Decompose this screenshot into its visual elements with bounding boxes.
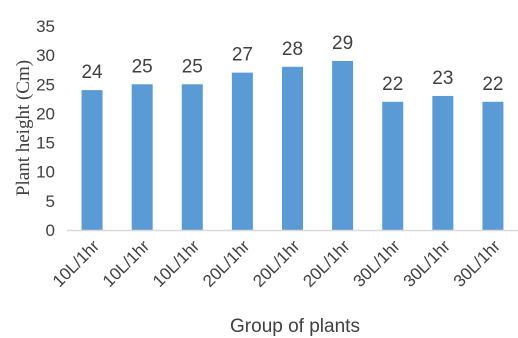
x-tick-label: 20L/1hr (199, 236, 253, 290)
y-tick-label: 5 (46, 192, 55, 211)
bar (282, 66, 303, 230)
bar-data-label: 27 (232, 45, 253, 66)
x-tick-label: 10L/1hr (149, 236, 203, 290)
y-tick-label: 15 (36, 134, 55, 153)
bar (432, 95, 454, 230)
x-tick-label: 20L/1hr (299, 236, 353, 290)
bar (181, 84, 203, 231)
bar-data-label: 25 (132, 56, 153, 77)
bar-data-label: 22 (382, 74, 403, 95)
y-tick-label: 20 (36, 104, 55, 123)
y-tick-label: 25 (36, 75, 55, 94)
x-tick-label: 20L/1hr (249, 236, 303, 290)
bar (81, 90, 103, 230)
y-tick-label: 0 (46, 221, 55, 240)
x-axis-title: Group of plants (230, 316, 360, 337)
bar-data-label: 23 (432, 68, 453, 89)
y-tick-label: 35 (36, 17, 55, 36)
bars-group (81, 60, 504, 231)
bar-data-label: 22 (482, 74, 503, 95)
bar (131, 84, 153, 231)
bar (231, 72, 253, 230)
bar (332, 60, 354, 230)
x-tick-label: 30L/1hr (400, 236, 454, 290)
bar-data-label: 28 (282, 39, 303, 60)
x-tick-label: 30L/1hr (350, 236, 404, 290)
y-tick-label: 30 (36, 46, 55, 65)
data-labels-group: 24 25 25 27 28 29 22 23 22 (81, 33, 503, 95)
bar (382, 101, 404, 231)
bar (482, 101, 504, 231)
y-axis-title: Plant height (Cm) (13, 60, 34, 196)
y-tick-label: 10 (36, 163, 55, 182)
x-axis-tick-labels: 10L/1hr10L/1hr10L/1hr20L/1hr20L/1hr20L/1… (49, 236, 504, 290)
x-tick-label: 10L/1hr (49, 236, 103, 290)
bar-data-label: 24 (81, 62, 103, 83)
bar-data-label: 29 (332, 33, 353, 54)
y-axis-ticks: 0 5 10 15 20 25 30 35 (36, 17, 55, 240)
bar-data-label: 25 (182, 56, 203, 77)
x-tick-label: 30L/1hr (450, 236, 504, 290)
x-tick-label: 10L/1hr (99, 236, 153, 290)
